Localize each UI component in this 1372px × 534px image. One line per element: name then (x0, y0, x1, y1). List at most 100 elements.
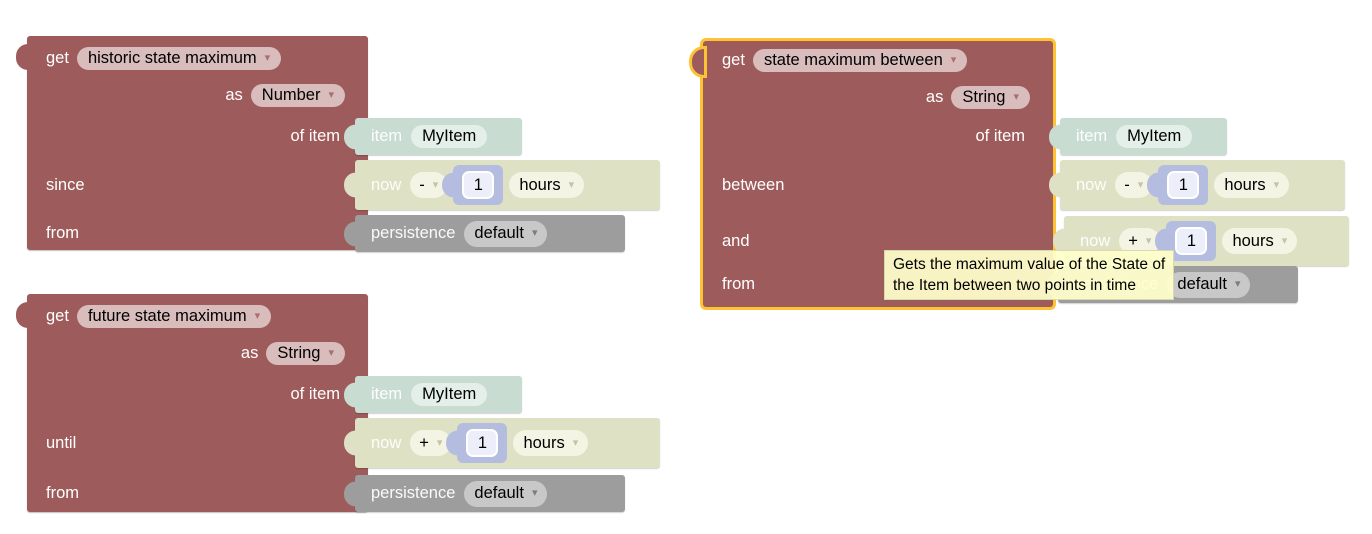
block-now-offset[interactable]: now - ▾ 1 hours ▾ (344, 160, 660, 210)
value-connector (1053, 228, 1065, 254)
value-connector (446, 430, 459, 456)
persistence-dropdown[interactable]: default ▾ (464, 220, 548, 247)
time-unit-dropdown-value: hours (1224, 175, 1266, 194)
value-connector (1049, 124, 1061, 149)
persistence-dropdown-value: default (474, 224, 524, 242)
number-field[interactable]: 1 (466, 429, 499, 457)
value-connector (1049, 172, 1061, 198)
time-unit-dropdown[interactable]: hours ▾ (1214, 172, 1290, 198)
block-now-offset[interactable]: now + ▾ 1 hours ▾ (344, 418, 660, 468)
chevron-down-icon: ▾ (432, 178, 439, 191)
state-type-dropdown[interactable]: future state maximum ▾ (76, 304, 272, 328)
value-connector (1147, 172, 1160, 198)
operator-dropdown[interactable]: + ▾ (1119, 228, 1161, 254)
as-label: as (925, 87, 944, 106)
now-label: now (371, 433, 402, 452)
operator-dropdown[interactable]: - ▾ (1115, 172, 1153, 198)
from-label: from (46, 224, 79, 242)
tooltip: Gets the maximum value of the State of t… (884, 250, 1175, 300)
block-persistence[interactable]: persistence default ▾ (344, 215, 625, 252)
from-label: from (722, 275, 755, 293)
as-label: as (240, 343, 259, 362)
block-item[interactable]: item MyItem (344, 376, 522, 413)
chevron-down-icon: ▾ (328, 88, 334, 101)
now-label: now (371, 175, 402, 194)
get-label: get (722, 50, 745, 69)
state-type-dropdown-value: future state maximum (87, 306, 247, 325)
block-number[interactable]: 1 (1147, 165, 1209, 205)
block-historic-state-maximum[interactable]: get historic state maximum ▾ as Number ▾… (16, 36, 368, 250)
item-label: item (371, 385, 403, 403)
state-type-dropdown[interactable]: historic state maximum ▾ (76, 46, 282, 70)
value-connector (344, 172, 356, 198)
chevron-down-icon: ▾ (436, 436, 443, 449)
item-label: item (1076, 127, 1108, 145)
block-now-offset-start[interactable]: now - ▾ 1 hours ▾ (1049, 160, 1345, 210)
value-connector (442, 172, 455, 198)
block-number[interactable]: 1 (446, 423, 508, 463)
value-connector (344, 382, 356, 407)
and-label: and (722, 231, 750, 250)
as-dropdown[interactable]: Number ▾ (250, 83, 345, 107)
chevron-down-icon: ▾ (950, 53, 957, 66)
persistence-dropdown[interactable]: default ▾ (464, 480, 548, 507)
persistence-label: persistence (371, 224, 456, 242)
number-field[interactable]: 1 (1167, 171, 1200, 199)
chevron-down-icon: ▾ (1273, 178, 1280, 191)
now-label: now (1076, 175, 1107, 194)
time-unit-dropdown-value: hours (523, 433, 565, 452)
get-label: get (46, 306, 69, 325)
item-label: item (371, 127, 403, 145)
block-number[interactable]: 1 (1155, 221, 1217, 261)
value-connector (344, 430, 356, 456)
chevron-down-icon: ▾ (1281, 234, 1288, 247)
state-type-dropdown-value: historic state maximum (87, 48, 257, 67)
operator-dropdown-value: - (419, 175, 425, 194)
item-name-field[interactable]: MyItem (411, 383, 488, 406)
operator-dropdown-value: + (419, 433, 429, 452)
number-field[interactable]: 1 (1175, 227, 1208, 255)
block-number[interactable]: 1 (442, 165, 504, 205)
of-item-label: of item (290, 385, 340, 403)
number-field[interactable]: 1 (462, 171, 495, 199)
item-name-field[interactable]: MyItem (1116, 125, 1193, 148)
now-label: now (1080, 231, 1111, 250)
output-connector (692, 49, 704, 75)
block-state-maximum-between[interactable]: get state maximum between ▾ as String ▾ … (692, 41, 1053, 307)
chevron-down-icon: ▾ (1013, 90, 1019, 103)
operator-dropdown[interactable]: - ▾ (410, 172, 448, 198)
chevron-down-icon: ▾ (254, 309, 261, 322)
time-unit-dropdown-value: hours (519, 175, 561, 194)
persistence-dropdown-value: default (1177, 275, 1227, 293)
value-connector (344, 481, 356, 506)
time-unit-dropdown[interactable]: hours ▾ (513, 430, 589, 456)
as-dropdown-value: String (962, 87, 1006, 106)
chevron-down-icon: ▾ (1145, 234, 1152, 247)
output-connector (16, 44, 28, 70)
value-connector (344, 124, 356, 149)
persistence-label: persistence (371, 484, 456, 502)
time-unit-dropdown[interactable]: hours ▾ (509, 172, 585, 198)
state-type-dropdown[interactable]: state maximum between ▾ (752, 48, 968, 72)
as-dropdown[interactable]: String ▾ (266, 341, 345, 365)
time-unit-dropdown-value: hours (1232, 231, 1274, 250)
chevron-down-icon: ▾ (572, 436, 579, 449)
time-unit-dropdown[interactable]: hours ▾ (1222, 228, 1298, 254)
state-type-dropdown-value: state maximum between (763, 50, 943, 69)
block-persistence[interactable]: persistence default ▾ (344, 475, 625, 512)
block-future-state-maximum[interactable]: get future state maximum ▾ as String ▾ o… (16, 294, 368, 512)
as-dropdown-value: String (277, 343, 321, 362)
persistence-dropdown[interactable]: default ▾ (1167, 271, 1251, 298)
operator-dropdown[interactable]: + ▾ (410, 430, 452, 456)
item-name-field[interactable]: MyItem (411, 125, 488, 148)
block-item[interactable]: item MyItem (1049, 118, 1227, 155)
from-label: from (46, 484, 79, 502)
operator-dropdown-value: + (1128, 231, 1138, 250)
tooltip-line-1: Gets the maximum value of the State of (893, 256, 1166, 273)
as-dropdown[interactable]: String ▾ (951, 85, 1030, 109)
block-item[interactable]: item MyItem (344, 118, 522, 155)
until-label: until (46, 433, 77, 452)
value-connector (344, 221, 356, 246)
chevron-down-icon: ▾ (1234, 278, 1241, 290)
